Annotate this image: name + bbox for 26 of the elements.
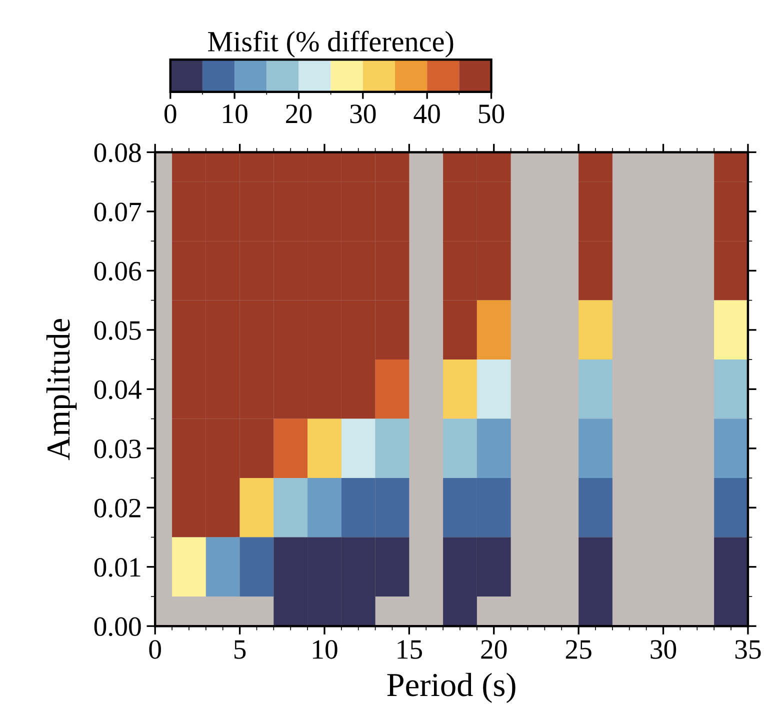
- y-tick-label: 0.02: [94, 498, 140, 518]
- color-bar-label: 50: [478, 104, 504, 124]
- y-tick-label: 0.00: [94, 617, 141, 636]
- x-tick-label: 5: [234, 640, 246, 659]
- y-tick-label: 0.08: [94, 143, 141, 162]
- color-bar-label: 40: [414, 104, 440, 124]
- color-bar-label: 0: [164, 104, 176, 124]
- x-tick-label: 15: [398, 640, 422, 659]
- y-tick-label: 0.01: [94, 558, 140, 577]
- x-tick-label: 25: [566, 640, 592, 659]
- color-bar-label: 10: [223, 104, 248, 124]
- color-bar-label: 30: [350, 104, 376, 124]
- x-tick-label: 0: [149, 640, 161, 659]
- x-tick-label: 30: [650, 640, 676, 659]
- y-axis-title: Amplitude: [46, 319, 77, 460]
- color-bar-title: Misfit (% difference): [208, 30, 454, 58]
- y-tick-label: 0.03: [94, 440, 141, 458]
- x-tick-label: 10: [313, 640, 338, 659]
- y-tick-label: 0.06: [94, 262, 142, 281]
- x-axis-title: Period (s): [387, 672, 516, 704]
- color-bar-label: 20: [286, 104, 312, 124]
- x-tick-label: 35: [735, 640, 761, 659]
- y-tick-label: 0.04: [94, 380, 142, 400]
- y-tick-label: 0.05: [94, 321, 141, 340]
- y-tick-label: 0.07: [94, 202, 142, 222]
- x-tick-label: 20: [481, 640, 507, 659]
